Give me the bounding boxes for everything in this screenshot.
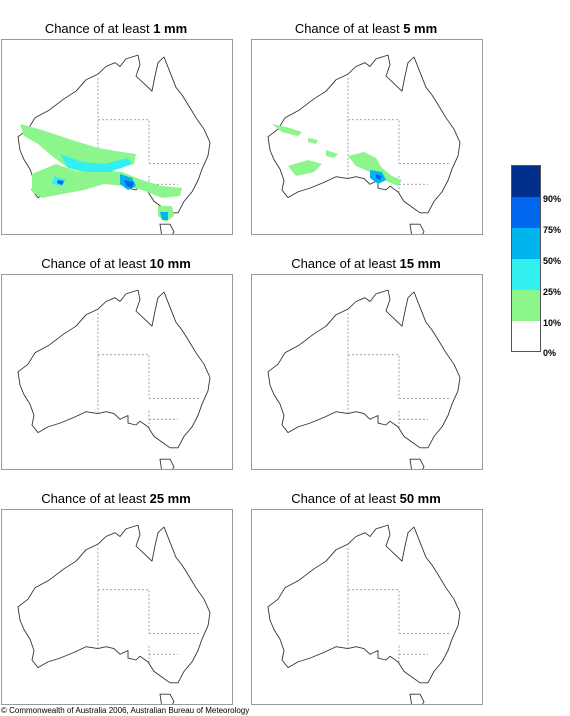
panel-title: Chance of at least 25 mm [41,491,191,506]
panel-1mm: Chance of at least 1 mm [0,19,232,39]
legend-swatch-75-90 [512,197,540,228]
legend-color-bar [511,165,541,352]
legend-label-10: 10% [543,318,562,328]
map-15mm [251,274,483,470]
panel-title: Chance of at least 15 mm [291,256,441,271]
panel-title: Chance of at least 1 mm [44,21,188,36]
legend-swatch-0-10 [512,321,540,351]
legend-label-0: 0% [543,348,557,358]
legend-swatch-90-100 [512,166,540,197]
legend-label-75: 75% [543,225,562,235]
legend-label-90: 90% [543,194,562,204]
legend-swatch-50-75 [512,228,540,259]
legend-swatch-10-25 [512,290,540,321]
map-10mm [1,274,233,470]
map-50mm [251,509,483,705]
panel-title: Chance of at least 10 mm [41,256,191,271]
legend-label-25: 25% [543,287,562,297]
legend-label-50: 50% [543,256,562,266]
legend-swatch-25-50 [512,259,540,290]
panel-title: Chance of at least 50 mm [291,491,441,506]
map-5mm [251,39,483,235]
panel-10mm: Chance of at least 10 mm [0,254,232,274]
map-1mm [1,39,233,235]
panel-5mm: Chance of at least 5 mm [250,19,482,39]
map-25mm [1,509,233,705]
panel-50mm: Chance of at least 50 mm [250,489,482,509]
panel-title: Chance of at least 5 mm [294,21,438,36]
panel-15mm: Chance of at least 15 mm [250,254,482,274]
panel-25mm: Chance of at least 25 mm [0,489,232,509]
copyright-notice: © Commonwealth of Australia 2006, Austra… [1,706,250,715]
probability-legend: 90% 75% 50% 25% 10% 0% [511,165,569,358]
